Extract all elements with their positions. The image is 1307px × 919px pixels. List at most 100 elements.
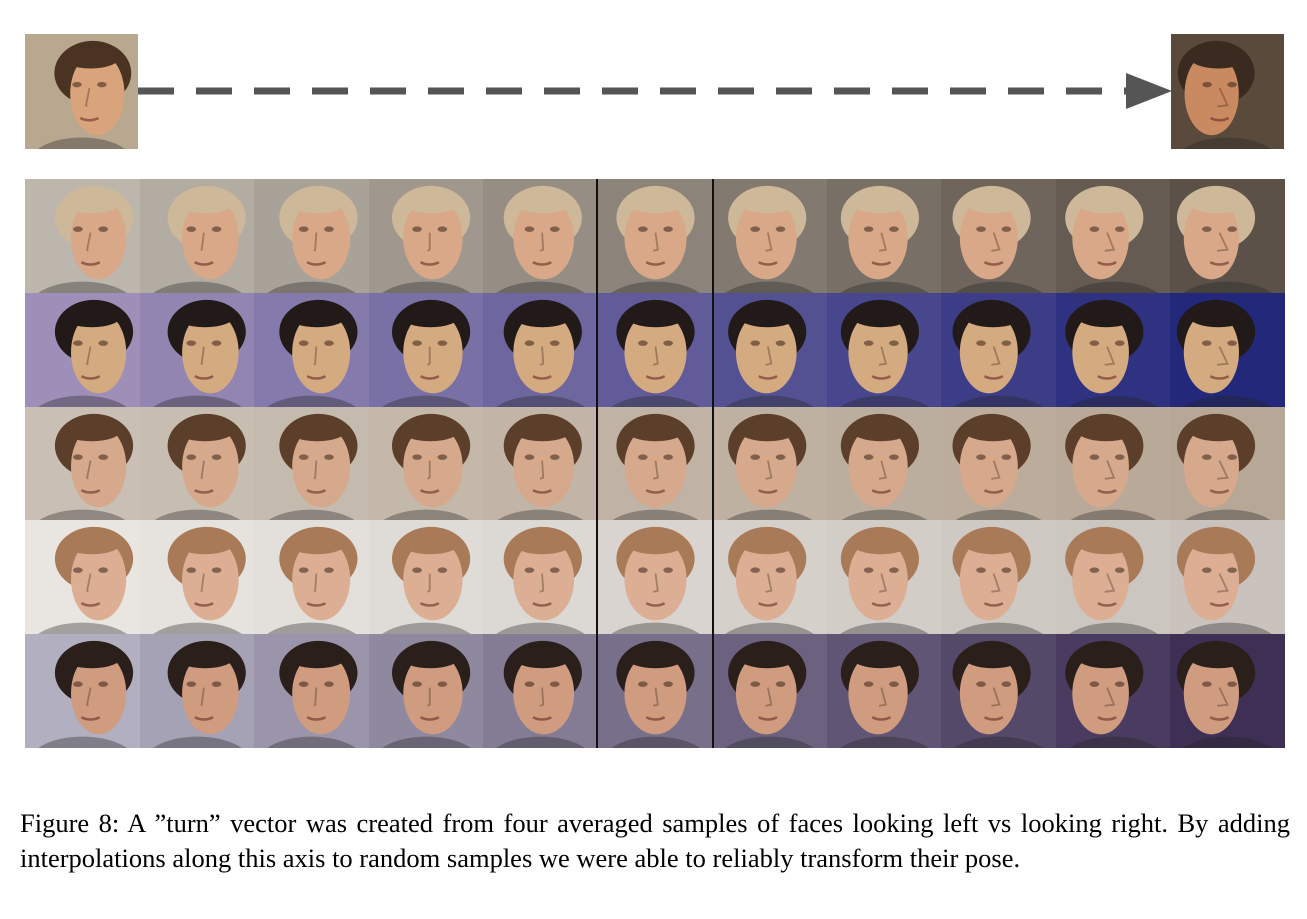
face-image (941, 406, 1057, 521)
face-cell (1170, 520, 1286, 635)
face-image (941, 292, 1057, 407)
face-cell (139, 179, 255, 293)
grid-divider-left (596, 179, 598, 748)
face-image (139, 292, 255, 407)
face-image (254, 292, 370, 407)
face-image (941, 634, 1057, 749)
face-image (826, 179, 942, 293)
face-cell (25, 520, 140, 635)
face-cell (25, 179, 140, 293)
face-image (712, 179, 828, 293)
face-cell (1170, 406, 1286, 521)
face-cell (597, 179, 713, 293)
face-image (483, 179, 599, 293)
face-image (941, 179, 1057, 293)
face-cell (597, 292, 713, 407)
face-cell (25, 634, 140, 749)
face-image (712, 406, 828, 521)
face-image (826, 292, 942, 407)
face-cell (254, 179, 370, 293)
face-cell (826, 634, 942, 749)
face-cell (254, 292, 370, 407)
face-cell (1055, 634, 1171, 749)
face-cell (483, 179, 599, 293)
face-image (254, 520, 370, 635)
face-cell (1055, 520, 1171, 635)
face-cell (368, 634, 484, 749)
face-cell (254, 634, 370, 749)
face-image (25, 179, 140, 293)
face-image (139, 406, 255, 521)
face-image (483, 406, 599, 521)
turn-arrow (138, 73, 1172, 109)
face-cell (712, 406, 828, 521)
face-cell (597, 406, 713, 521)
face-image (826, 634, 942, 749)
face-cell (483, 292, 599, 407)
face-cell (254, 406, 370, 521)
face-cell (25, 406, 140, 521)
endpoint-face-right (1171, 34, 1284, 149)
face-image (139, 520, 255, 635)
face-image (1170, 406, 1286, 521)
face-image (139, 179, 255, 293)
grid-divider-right (712, 179, 714, 748)
face-image (597, 406, 713, 521)
face-cell (368, 292, 484, 407)
face-image (483, 520, 599, 635)
face-image (1170, 634, 1286, 749)
face-image (25, 406, 140, 521)
face-image (139, 634, 255, 749)
face-image (826, 406, 942, 521)
face-cell (941, 406, 1057, 521)
face-image (1055, 179, 1171, 293)
face-cell (1170, 292, 1286, 407)
face-image (254, 634, 370, 749)
face-image (597, 292, 713, 407)
face-cell (25, 292, 140, 407)
face-image (1170, 179, 1286, 293)
face-image (25, 634, 140, 749)
face-image (25, 520, 140, 635)
face-cell (139, 406, 255, 521)
face-cell (597, 520, 713, 635)
face-image (368, 292, 484, 407)
face-image (483, 292, 599, 407)
face-cell (254, 520, 370, 635)
face-cell (826, 292, 942, 407)
face-cell (712, 292, 828, 407)
face-cell (139, 634, 255, 749)
face-cell (1170, 179, 1286, 293)
face-image (368, 520, 484, 635)
face-cell (941, 634, 1057, 749)
face-image (1055, 406, 1171, 521)
face-image (483, 634, 599, 749)
figure (25, 34, 1286, 749)
face-image (712, 292, 828, 407)
face-cell (1055, 406, 1171, 521)
face-cell (941, 292, 1057, 407)
face-cell (483, 406, 599, 521)
face-cell (712, 520, 828, 635)
face-cell (941, 179, 1057, 293)
face-cell (712, 179, 828, 293)
face-grid (25, 179, 1286, 749)
face-image (368, 406, 484, 521)
face-cell (139, 520, 255, 635)
face-cell (483, 634, 599, 749)
face-cell (1055, 179, 1171, 293)
face-cell (941, 520, 1057, 635)
face-image (368, 634, 484, 749)
face-cell (826, 179, 942, 293)
face-cell (368, 406, 484, 521)
face-image (712, 520, 828, 635)
face-cell (597, 634, 713, 749)
face-cell (826, 406, 942, 521)
face-image (597, 634, 713, 749)
face-image (597, 520, 713, 635)
face-image (826, 520, 942, 635)
face-image (1170, 292, 1286, 407)
face-image (254, 406, 370, 521)
face-cell (483, 520, 599, 635)
face-cell (1170, 634, 1286, 749)
